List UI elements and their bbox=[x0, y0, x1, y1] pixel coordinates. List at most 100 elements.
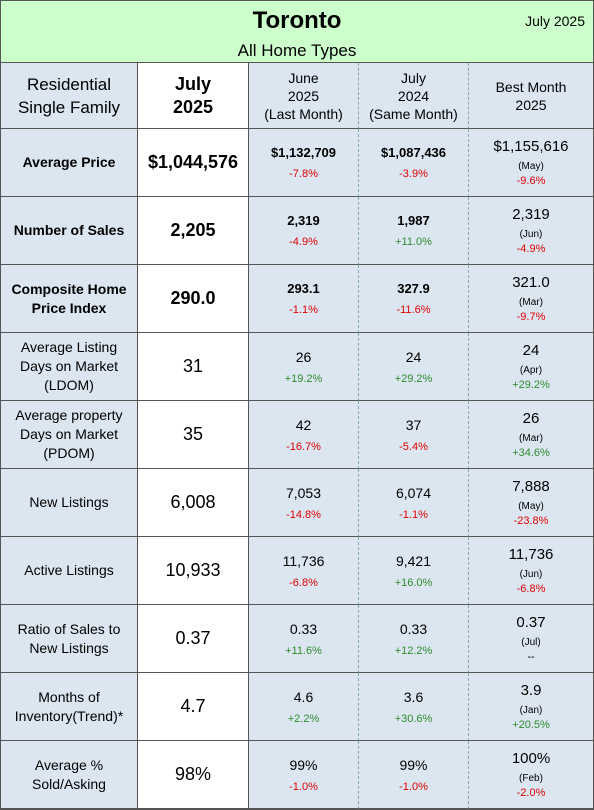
subtitle: All Home Types bbox=[237, 41, 357, 60]
best-value: 2,319 bbox=[512, 206, 550, 223]
current-value: 10,933 bbox=[165, 560, 221, 580]
compare-cell: 42 -16.7% bbox=[249, 401, 359, 469]
best-month: (Jun) bbox=[519, 569, 543, 580]
header-line: 2024 bbox=[397, 87, 430, 104]
best-value: 26 bbox=[522, 410, 540, 427]
row-label-cell: New Listings bbox=[1, 469, 138, 537]
row-label-cell: Average property Days on Market (PDOM) bbox=[1, 401, 138, 469]
row-label: Months of Inventory(Trend)* bbox=[14, 688, 124, 724]
best-month: (Jan) bbox=[519, 705, 543, 716]
change: -2.0% bbox=[516, 787, 546, 799]
change: -9.6% bbox=[516, 175, 546, 187]
compare-value: 3.6 bbox=[403, 688, 424, 705]
compare-cell: 24 +29.2% bbox=[359, 333, 469, 401]
header: Toronto July 2025 All Home Types bbox=[1, 1, 593, 63]
current-value: 35 bbox=[182, 424, 204, 444]
compare-cell: $1,087,436 -3.9% bbox=[359, 129, 469, 197]
compare-value: 6,074 bbox=[395, 484, 432, 501]
compare-cell: 11,736 -6.8% bbox=[249, 537, 359, 605]
row-label: Number of Sales bbox=[13, 222, 125, 238]
compare-value: 7,053 bbox=[285, 484, 322, 501]
compare-value: 99% bbox=[289, 756, 318, 773]
change: +34.6% bbox=[512, 447, 550, 459]
current-cell: 4.7 bbox=[138, 673, 249, 741]
best-cell: 24 (Apr) +29.2% bbox=[469, 333, 593, 401]
change: -3.9% bbox=[399, 168, 428, 180]
column-header: July 2024 (Same Month) bbox=[359, 63, 469, 129]
compare-value: 327.9 bbox=[397, 281, 430, 296]
change: -1.1% bbox=[289, 304, 318, 316]
current-cell: 6,008 bbox=[138, 469, 249, 537]
compare-value: 42 bbox=[295, 416, 312, 433]
change: +12.2% bbox=[394, 644, 433, 657]
change: -16.7% bbox=[286, 440, 321, 453]
compare-value: 4.6 bbox=[293, 688, 314, 705]
best-month: (May) bbox=[518, 501, 544, 512]
change: +30.6% bbox=[394, 712, 433, 725]
current-value: 2,205 bbox=[170, 220, 216, 240]
best-cell: 26 (Mar) +34.6% bbox=[469, 401, 593, 469]
current-value: 6,008 bbox=[170, 492, 216, 512]
compare-cell: $1,132,709 -7.8% bbox=[249, 129, 359, 197]
header-line: June bbox=[288, 69, 319, 86]
best-month: (Feb) bbox=[519, 773, 543, 784]
change: +19.2% bbox=[284, 372, 323, 385]
current-cell: 31 bbox=[138, 333, 249, 401]
row-label: Composite Home Price Index bbox=[11, 280, 127, 316]
best-value: 0.37 bbox=[516, 614, 546, 631]
date: July 2025 bbox=[525, 13, 585, 29]
best-month: (Apr) bbox=[519, 365, 543, 376]
current-cell: $1,044,576 bbox=[138, 129, 249, 197]
row-label-cell: Months of Inventory(Trend)* bbox=[1, 673, 138, 741]
stats-table: Residential Single Family July 2025 June 2025… bbox=[1, 63, 593, 809]
compare-value: 24 bbox=[405, 348, 422, 365]
current-value: 31 bbox=[182, 356, 204, 376]
row-label: New Listings bbox=[29, 494, 109, 510]
title: Toronto bbox=[252, 7, 342, 34]
change: -1.0% bbox=[399, 780, 428, 793]
compare-value: 1,987 bbox=[397, 213, 430, 228]
best-month: (May) bbox=[518, 161, 544, 172]
row-label-cell: Composite Home Price Index bbox=[1, 265, 138, 333]
compare-value: 2,319 bbox=[287, 213, 320, 228]
header-line: Single Family bbox=[17, 97, 121, 117]
header-line: 2025 bbox=[287, 87, 320, 104]
compare-cell: 293.1 -1.1% bbox=[249, 265, 359, 333]
best-value: 3.9 bbox=[520, 682, 542, 699]
header-line: Best Month bbox=[495, 78, 567, 95]
compare-cell: 1,987 +11.0% bbox=[359, 197, 469, 265]
compare-value: $1,087,436 bbox=[380, 145, 447, 160]
best-cell: 2,319 (Jun) -4.9% bbox=[469, 197, 593, 265]
row-label-cell: Number of Sales bbox=[1, 197, 138, 265]
compare-cell: 6,074 -1.1% bbox=[359, 469, 469, 537]
best-value: $1,155,616 bbox=[493, 138, 569, 155]
compare-cell: 7,053 -14.8% bbox=[249, 469, 359, 537]
compare-cell: 0.33 +12.2% bbox=[359, 605, 469, 673]
compare-value: 26 bbox=[295, 348, 312, 365]
current-value: 290.0 bbox=[170, 288, 216, 308]
change: -1.1% bbox=[399, 508, 428, 521]
best-value: 100% bbox=[511, 750, 551, 767]
row-label: Average Price bbox=[22, 154, 116, 170]
row-label: Average property Days on Market (PDOM) bbox=[15, 407, 123, 461]
compare-cell: 26 +19.2% bbox=[249, 333, 359, 401]
change: -9.7% bbox=[516, 311, 546, 323]
change: +29.2% bbox=[512, 379, 550, 391]
change: -6.8% bbox=[516, 583, 546, 595]
change: -4.9% bbox=[289, 236, 318, 248]
change: -7.8% bbox=[289, 168, 318, 180]
compare-cell: 37 -5.4% bbox=[359, 401, 469, 469]
header-line: (Last Month) bbox=[264, 105, 343, 122]
best-value: 321.0 bbox=[512, 274, 550, 291]
best-month: (Jul) bbox=[521, 637, 541, 648]
best-cell: 11,736 (Jun) -6.8% bbox=[469, 537, 593, 605]
change: -5.4% bbox=[399, 440, 428, 453]
column-header: July 2025 bbox=[138, 63, 249, 129]
change: -- bbox=[527, 651, 535, 663]
row-label-cell: Active Listings bbox=[1, 537, 138, 605]
best-value: 24 bbox=[522, 342, 540, 359]
current-cell: 290.0 bbox=[138, 265, 249, 333]
best-month: (Mar) bbox=[519, 297, 543, 308]
change: +29.2% bbox=[394, 372, 433, 385]
header-line: (Same Month) bbox=[369, 105, 458, 122]
